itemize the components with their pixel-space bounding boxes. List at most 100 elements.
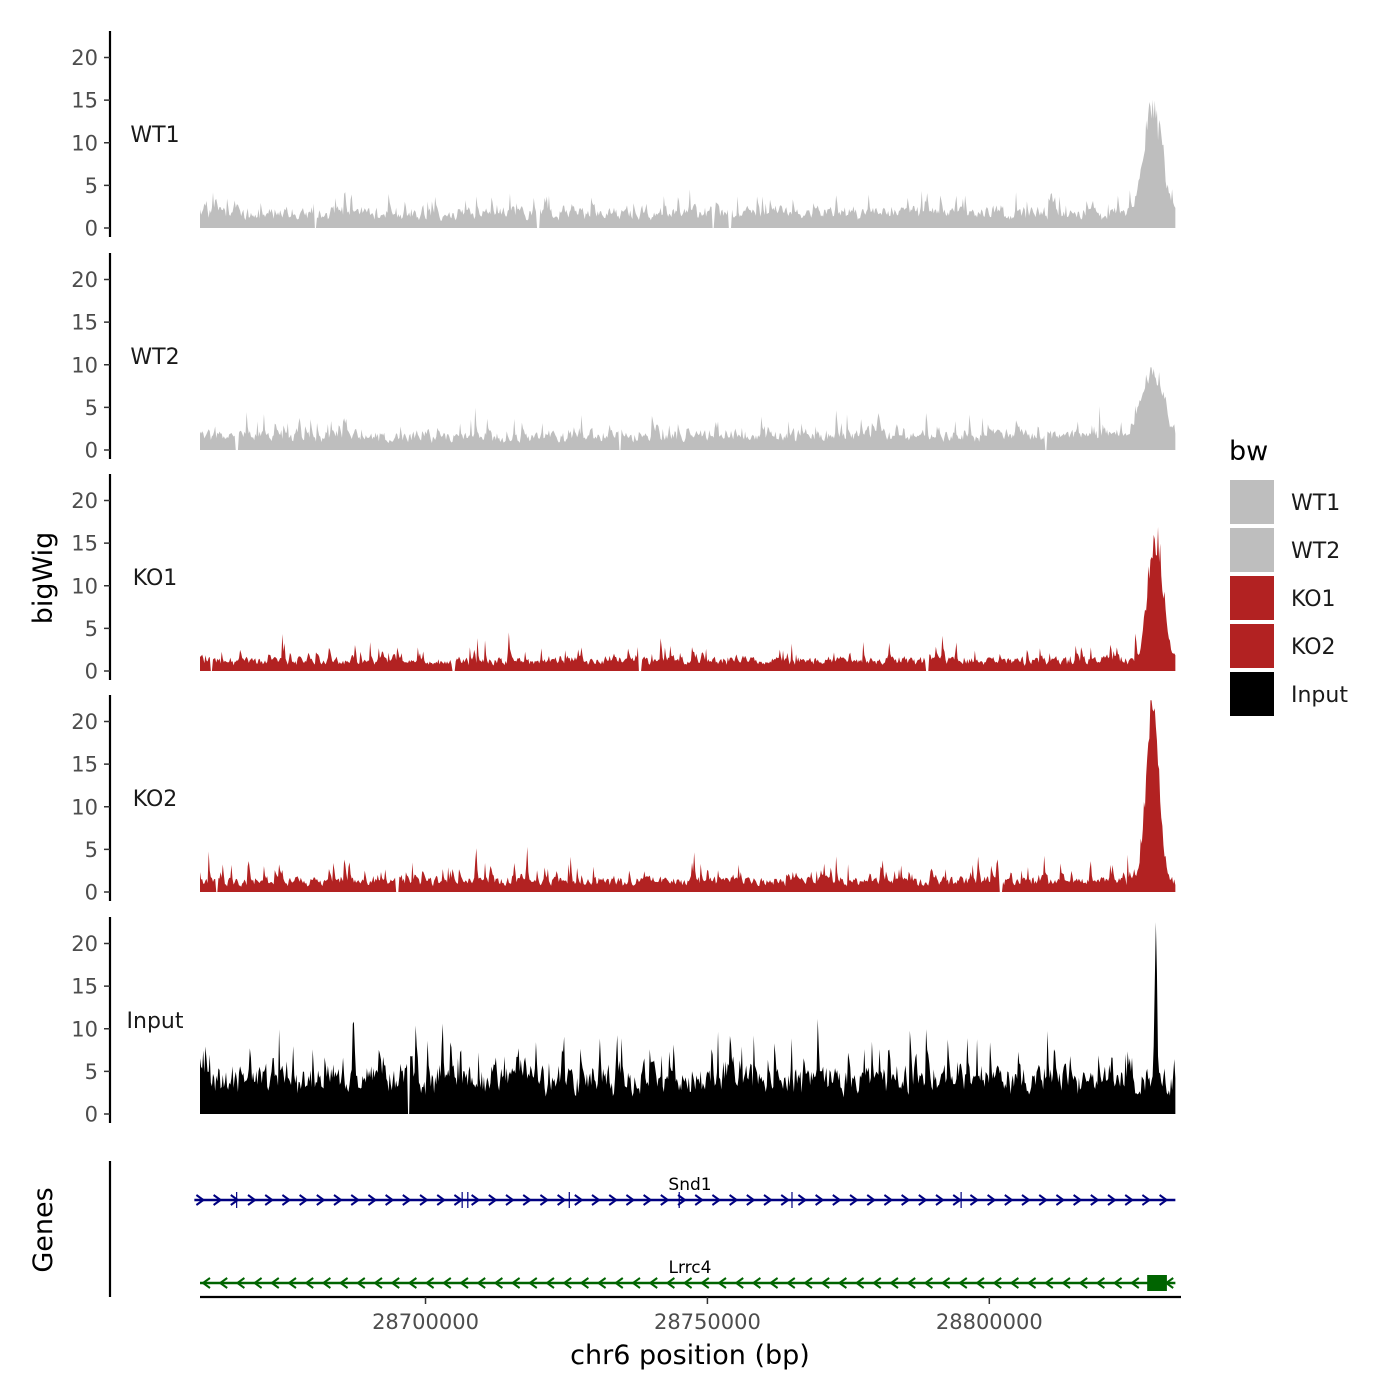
y-tick-label: 5 <box>85 838 98 862</box>
signal-area-wt1 <box>200 99 1176 229</box>
strand-arrow <box>768 1277 779 1289</box>
strand-arrow <box>1038 1194 1048 1206</box>
strand-arrow <box>591 1194 601 1206</box>
strand-arrow <box>797 1194 808 1206</box>
strand-arrow <box>522 1194 532 1206</box>
strand-arrow <box>493 1277 503 1289</box>
track-ko2: 0 5 10 15 20 KO2 <box>71 695 1176 905</box>
strand-arrow <box>763 1194 773 1206</box>
strand-arrow <box>1095 1277 1105 1289</box>
strand-arrow <box>1141 1194 1152 1206</box>
legend-key <box>1230 672 1274 716</box>
strand-arrow <box>717 1277 727 1289</box>
legend-key <box>1230 480 1274 524</box>
signal-tracks: 0 5 10 15 20 WT1 0 5 10 15 20 WT2 0 5 10 15 20 KO1 0 5 10 15 2… <box>71 31 1176 1127</box>
x-axis: 28700000 28750000 28800000 <box>200 1295 1181 1334</box>
strand-arrow <box>975 1277 985 1289</box>
strand-arrow <box>883 1194 894 1206</box>
signal-area-ko2 <box>200 700 1176 892</box>
strand-arrow <box>476 1277 486 1289</box>
strand-arrow <box>459 1277 469 1289</box>
legend-label: KO2 <box>1291 635 1336 660</box>
strand-arrow <box>918 1194 928 1206</box>
strand-arrow <box>614 1277 624 1289</box>
strand-arrow <box>545 1277 555 1289</box>
strand-arrow <box>281 1194 292 1206</box>
strand-arrow <box>539 1194 550 1206</box>
legend-label: Input <box>1291 683 1348 708</box>
y-tick-label: 15 <box>71 311 98 335</box>
strand-arrow <box>373 1277 383 1289</box>
x-axis-title: chr6 position (bp) <box>570 1340 810 1371</box>
strand-arrow <box>488 1194 498 1206</box>
strand-arrow <box>419 1194 429 1206</box>
strand-arrow <box>218 1277 228 1289</box>
strand-arrow <box>694 1194 704 1206</box>
strand-arrow <box>574 1194 584 1206</box>
signal-area-ko1 <box>200 527 1176 671</box>
strand-arrow <box>1159 1194 1169 1206</box>
y-tick-label: 15 <box>71 89 98 113</box>
strand-arrow <box>958 1277 968 1289</box>
strand-arrow <box>992 1277 1002 1289</box>
strand-arrow <box>442 1277 452 1289</box>
strand-arrow <box>969 1194 980 1206</box>
strand-arrow <box>803 1277 813 1289</box>
strand-arrow <box>643 1194 653 1206</box>
strand-arrow <box>901 1194 911 1206</box>
strand-arrow <box>987 1194 997 1206</box>
strand-arrow <box>1124 1194 1134 1206</box>
track-wt2: 0 5 10 15 20 WT2 <box>71 253 1176 463</box>
strand-arrow <box>935 1194 945 1206</box>
strand-arrow <box>849 1194 859 1206</box>
strand-arrow <box>1004 1194 1014 1206</box>
strand-arrow <box>906 1277 916 1289</box>
strand-arrow <box>201 1277 211 1289</box>
strand-arrow <box>510 1277 521 1289</box>
strand-arrow <box>780 1194 790 1206</box>
strand-arrow <box>751 1277 761 1289</box>
strand-arrow <box>1061 1277 1071 1289</box>
exon-block <box>1147 1275 1167 1291</box>
strand-arrow <box>453 1194 464 1206</box>
strand-arrow <box>304 1277 314 1289</box>
strand-arrow <box>471 1194 481 1206</box>
strand-arrow <box>677 1194 687 1206</box>
strand-arrow <box>316 1194 326 1206</box>
strand-arrow <box>338 1277 349 1289</box>
strand-arrow <box>665 1277 675 1289</box>
strand-arrow <box>815 1194 825 1206</box>
strand-arrow <box>1078 1277 1088 1289</box>
track-label: KO1 <box>133 566 178 591</box>
y-axis-title: bigWig <box>28 532 59 625</box>
strand-arrow <box>235 1277 245 1289</box>
y-tick-label: 0 <box>85 660 98 684</box>
strand-arrow <box>1073 1194 1083 1206</box>
strand-arrow <box>1009 1277 1019 1289</box>
strand-arrow <box>854 1277 865 1289</box>
x-tick-label: 28800000 <box>936 1310 1043 1334</box>
track-label: WT1 <box>130 123 179 148</box>
track-input: 0 5 10 15 20 Input <box>71 917 1176 1127</box>
y-tick-label: 10 <box>71 795 98 819</box>
strand-arrow <box>1021 1194 1031 1206</box>
strand-arrow <box>1112 1277 1123 1289</box>
strand-arrow <box>333 1194 343 1206</box>
strand-arrow <box>923 1277 933 1289</box>
strand-arrow <box>557 1194 567 1206</box>
strand-arrow <box>786 1277 796 1289</box>
y-tick-label: 20 <box>71 932 98 956</box>
y-tick-label: 10 <box>71 353 98 377</box>
strand-arrow <box>866 1194 876 1206</box>
strand-arrow <box>321 1277 331 1289</box>
gene-snd1: Snd1 <box>194 1175 1176 1208</box>
strand-arrow <box>608 1194 618 1206</box>
strand-arrow <box>648 1277 658 1289</box>
strand-arrow <box>700 1277 710 1289</box>
gene-label: Lrrc4 <box>669 1258 712 1278</box>
y-tick-label: 10 <box>71 131 98 155</box>
legend-key <box>1230 528 1274 572</box>
track-ko1: 0 5 10 15 20 KO1 <box>71 474 1176 684</box>
legend-key <box>1230 624 1274 668</box>
strand-arrow <box>436 1194 446 1206</box>
